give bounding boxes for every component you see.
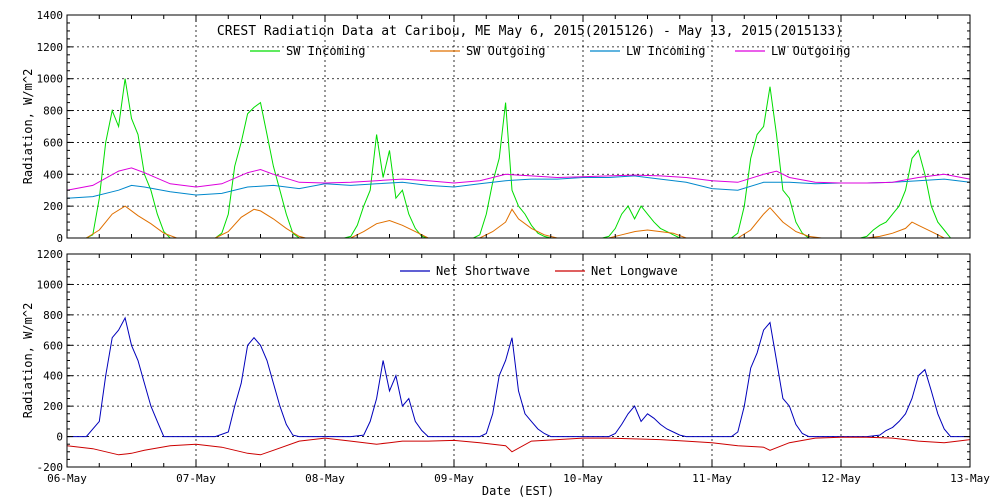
- top-y-axis-label: Radiation, W/m^2: [21, 69, 35, 185]
- y-tick-label: 400: [43, 370, 63, 383]
- legend-label: LW Incoming: [626, 44, 705, 58]
- y-tick-label: 1400: [37, 9, 64, 22]
- series-line-lw-incoming: [66, 175, 971, 199]
- y-tick-label: 400: [43, 168, 63, 181]
- x-tick-label: 11-May: [692, 472, 732, 485]
- y-tick-label: 0: [56, 232, 63, 245]
- bottom-series-group: [66, 316, 971, 456]
- y-tick-label: 800: [43, 105, 63, 118]
- top-series-group: [66, 78, 971, 239]
- bottom-axis-ticks: -200 0 200 400 600 800 1000 1200 06-May 07-May 08-…: [37, 248, 991, 485]
- bottom-gridlines: [67, 254, 970, 467]
- series-line-sw-incoming: [67, 78, 970, 239]
- series-line-net-longwave: [66, 436, 971, 456]
- y-tick-label: 800: [43, 309, 63, 322]
- x-tick-label: 12-May: [821, 472, 861, 485]
- x-tick-label: 13-May: [950, 472, 990, 485]
- series-line-sw-outgoing: [67, 205, 970, 239]
- x-tick-label: 08-May: [305, 472, 345, 485]
- legend-label: SW Incoming: [286, 44, 365, 58]
- y-tick-label: 200: [43, 200, 63, 213]
- x-tick-label: 09-May: [434, 472, 474, 485]
- x-tick-label: 10-May: [563, 472, 603, 485]
- y-tick-label: 1200: [37, 248, 64, 261]
- top-legend: SW Incoming SW Outgoing LW Incoming LW Outg…: [250, 44, 850, 58]
- legend-label: Net Longwave: [591, 264, 678, 278]
- legend-label: Net Shortwave: [436, 264, 530, 278]
- legend-label: SW Outgoing: [466, 44, 545, 58]
- y-tick-label: 1000: [37, 73, 64, 86]
- y-tick-label: -200: [37, 461, 64, 474]
- x-tick-label: 06-May: [47, 472, 87, 485]
- series-line-lw-outgoing: [66, 167, 971, 191]
- y-tick-label: 600: [43, 339, 63, 352]
- y-tick-label: 600: [43, 136, 63, 149]
- bottom-y-axis-label: Radiation, W/m^2: [21, 303, 35, 419]
- x-tick-label: 07-May: [176, 472, 216, 485]
- top-panel: 0 200 400 600 800 1000 1200 1400 CREST Radiatio…: [21, 9, 971, 245]
- legend-label: LW Outgoing: [771, 44, 850, 58]
- chart-title: CREST Radiation Data at Caribou, ME May …: [217, 24, 843, 39]
- bottom-legend: Net Shortwave Net Longwave: [400, 264, 678, 278]
- y-tick-label: 1200: [37, 41, 64, 54]
- series-line-net-shortwave: [67, 316, 970, 438]
- y-tick-label: 200: [43, 400, 63, 413]
- y-tick-label: 1000: [37, 278, 64, 291]
- bottom-plot-frame: [66, 253, 971, 468]
- bottom-panel: -200 0 200 400 600 800 1000 1200 06-May 07-May 08-…: [21, 248, 990, 498]
- top-axis-ticks: 0 200 400 600 800 1000 1200 1400: [37, 9, 971, 245]
- x-axis-label: Date (EST): [482, 484, 554, 498]
- y-tick-label: 0: [56, 431, 63, 444]
